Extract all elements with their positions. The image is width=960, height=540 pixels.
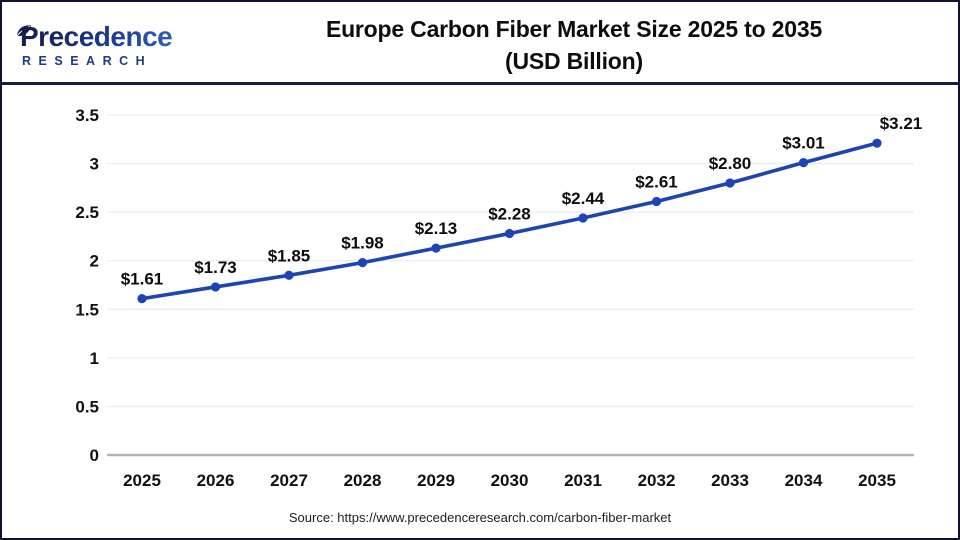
data-point [872, 138, 882, 148]
logo: Precedence RESEARCH [2, 16, 220, 68]
logo-wordmark: Precedence [20, 22, 220, 52]
data-point [798, 157, 809, 168]
header-divider [2, 82, 958, 85]
y-tick-label: 1 [90, 349, 99, 368]
data-point [284, 270, 294, 280]
y-tick-label: 0 [90, 446, 99, 465]
data-point [504, 228, 515, 239]
x-tick-label: 2027 [270, 471, 308, 490]
data-point [578, 213, 588, 223]
data-point-label: $1.73 [194, 258, 237, 277]
data-point-label: $2.28 [488, 205, 531, 224]
y-tick-label: 3 [90, 155, 99, 174]
data-point-label: $2.44 [562, 189, 605, 208]
data-point [210, 282, 221, 292]
source-text: Source: https://www.precedenceresearch.c… [288, 510, 672, 525]
chart-title-line1: Europe Carbon Fiber Market Size 2025 to … [325, 16, 823, 42]
data-point [431, 243, 441, 253]
x-tick-label: 2035 [858, 471, 896, 490]
data-point [651, 196, 662, 207]
x-tick-label: 2033 [711, 471, 749, 490]
header: Precedence RESEARCH Europe Carbon Fiber … [2, 2, 958, 82]
y-tick-label: 1.5 [75, 300, 99, 319]
x-tick-label: 2028 [344, 471, 382, 490]
x-tick-label: 2025 [123, 471, 161, 490]
y-tick-label: 2.5 [75, 203, 99, 222]
y-tick-label: 2 [90, 252, 99, 271]
data-point-label: $2.80 [709, 154, 752, 173]
data-point-label: $1.61 [121, 270, 164, 289]
data-point-label: $1.85 [268, 246, 311, 265]
chart-title: Europe Carbon Fiber Market Size 2025 to … [220, 13, 928, 77]
x-tick-label: 2030 [491, 471, 529, 490]
data-point [725, 178, 735, 188]
data-point-label: $1.98 [341, 234, 384, 253]
x-tick-label: 2031 [564, 471, 602, 490]
data-point-label: $3.21 [880, 114, 923, 133]
x-tick-label: 2034 [785, 471, 823, 490]
chart-title-line2: (USD Billion) [505, 48, 643, 74]
data-point-label: $2.61 [635, 172, 678, 191]
data-point-label: $2.13 [415, 219, 458, 238]
data-point-label: $3.01 [782, 134, 825, 153]
data-point [357, 258, 368, 268]
logo-subtitle: RESEARCH [22, 54, 153, 68]
x-tick-label: 2026 [197, 471, 235, 490]
y-tick-label: 0.5 [75, 397, 99, 416]
data-point [137, 293, 147, 304]
y-tick-label: 3.5 [75, 106, 99, 125]
x-tick-label: 2029 [417, 471, 455, 490]
x-tick-label: 2032 [638, 471, 676, 490]
